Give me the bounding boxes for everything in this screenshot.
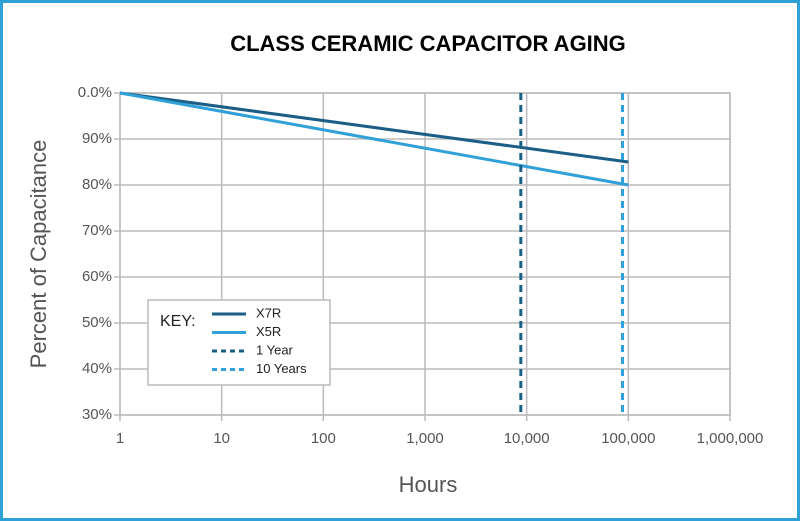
y-axis-label: Percent of Capacitance (26, 140, 51, 369)
line (119, 91, 629, 187)
x-tick-label: 1 (116, 430, 124, 447)
y-tick-label: 60% (82, 268, 112, 285)
y-tick-label: 30% (82, 406, 112, 423)
legend-label: 10 Years (256, 361, 307, 376)
y-tick-label: 70% (82, 222, 112, 239)
legend-title: KEY: (160, 313, 196, 330)
y-tick-label: 0.0% (78, 84, 112, 101)
y-tick-label: 80% (82, 176, 112, 193)
legend-label: 1 Year (256, 342, 294, 357)
y-tick-label: 50% (82, 314, 112, 331)
x-axis-label: Hours (399, 472, 458, 497)
legend-label: X5R (256, 324, 281, 339)
x-tick-label: 100,000 (601, 430, 655, 447)
chart-title: CLASS CERAMIC CAPACITOR AGING (230, 31, 626, 56)
line (119, 91, 629, 164)
y-tick-label: 90% (82, 130, 112, 147)
x-tick-label: 10,000 (504, 430, 550, 447)
x-tick-label: 100 (311, 430, 336, 447)
x-tick-label: 1,000 (406, 430, 444, 447)
x-tick-label: 10 (213, 430, 230, 447)
x-tick-label: 1,000,000 (697, 430, 764, 447)
y-tick-label: 40% (82, 360, 112, 377)
legend-label: X7R (256, 305, 281, 320)
